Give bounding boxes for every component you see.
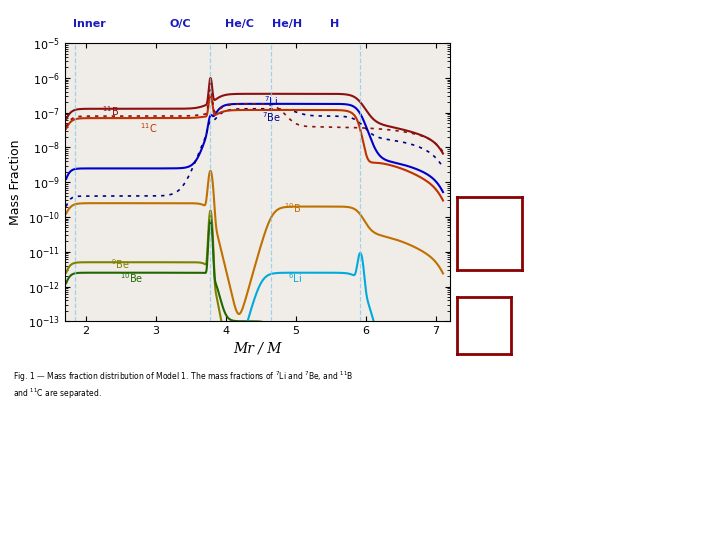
Text: Inner: Inner	[73, 19, 106, 29]
Text: $^{10}$B: $^{10}$B	[284, 201, 301, 215]
Text: O/C: O/C	[169, 19, 192, 29]
X-axis label: Mr / M: Mr / M	[233, 342, 282, 356]
Text: He/H: He/H	[272, 19, 302, 29]
Text: H: H	[330, 19, 339, 29]
Text: $^{11}$B: $^{11}$B	[102, 104, 119, 118]
Text: He/C: He/C	[225, 19, 254, 29]
Y-axis label: Mass Fraction: Mass Fraction	[9, 139, 22, 225]
Text: $^{7}$Li: $^{7}$Li	[264, 94, 279, 109]
Text: Light Element Abundances and Nucleosynthesis Processes: Light Element Abundances and Nucleosynth…	[0, 9, 720, 32]
Text: $^{9}$Be: $^{9}$Be	[112, 257, 130, 271]
Text: $^{6}$Li: $^{6}$Li	[287, 271, 302, 285]
Text: $^{11}$C: $^{11}$C	[140, 122, 158, 136]
Text: $^{7}$Be: $^{7}$Be	[262, 110, 281, 124]
Text: $^{10}$Be: $^{10}$Be	[120, 271, 143, 285]
Text: Fig. 1 — Mass fraction distribution of Model 1. The mass fractions of $^7$Li and: Fig. 1 — Mass fraction distribution of M…	[13, 370, 354, 401]
